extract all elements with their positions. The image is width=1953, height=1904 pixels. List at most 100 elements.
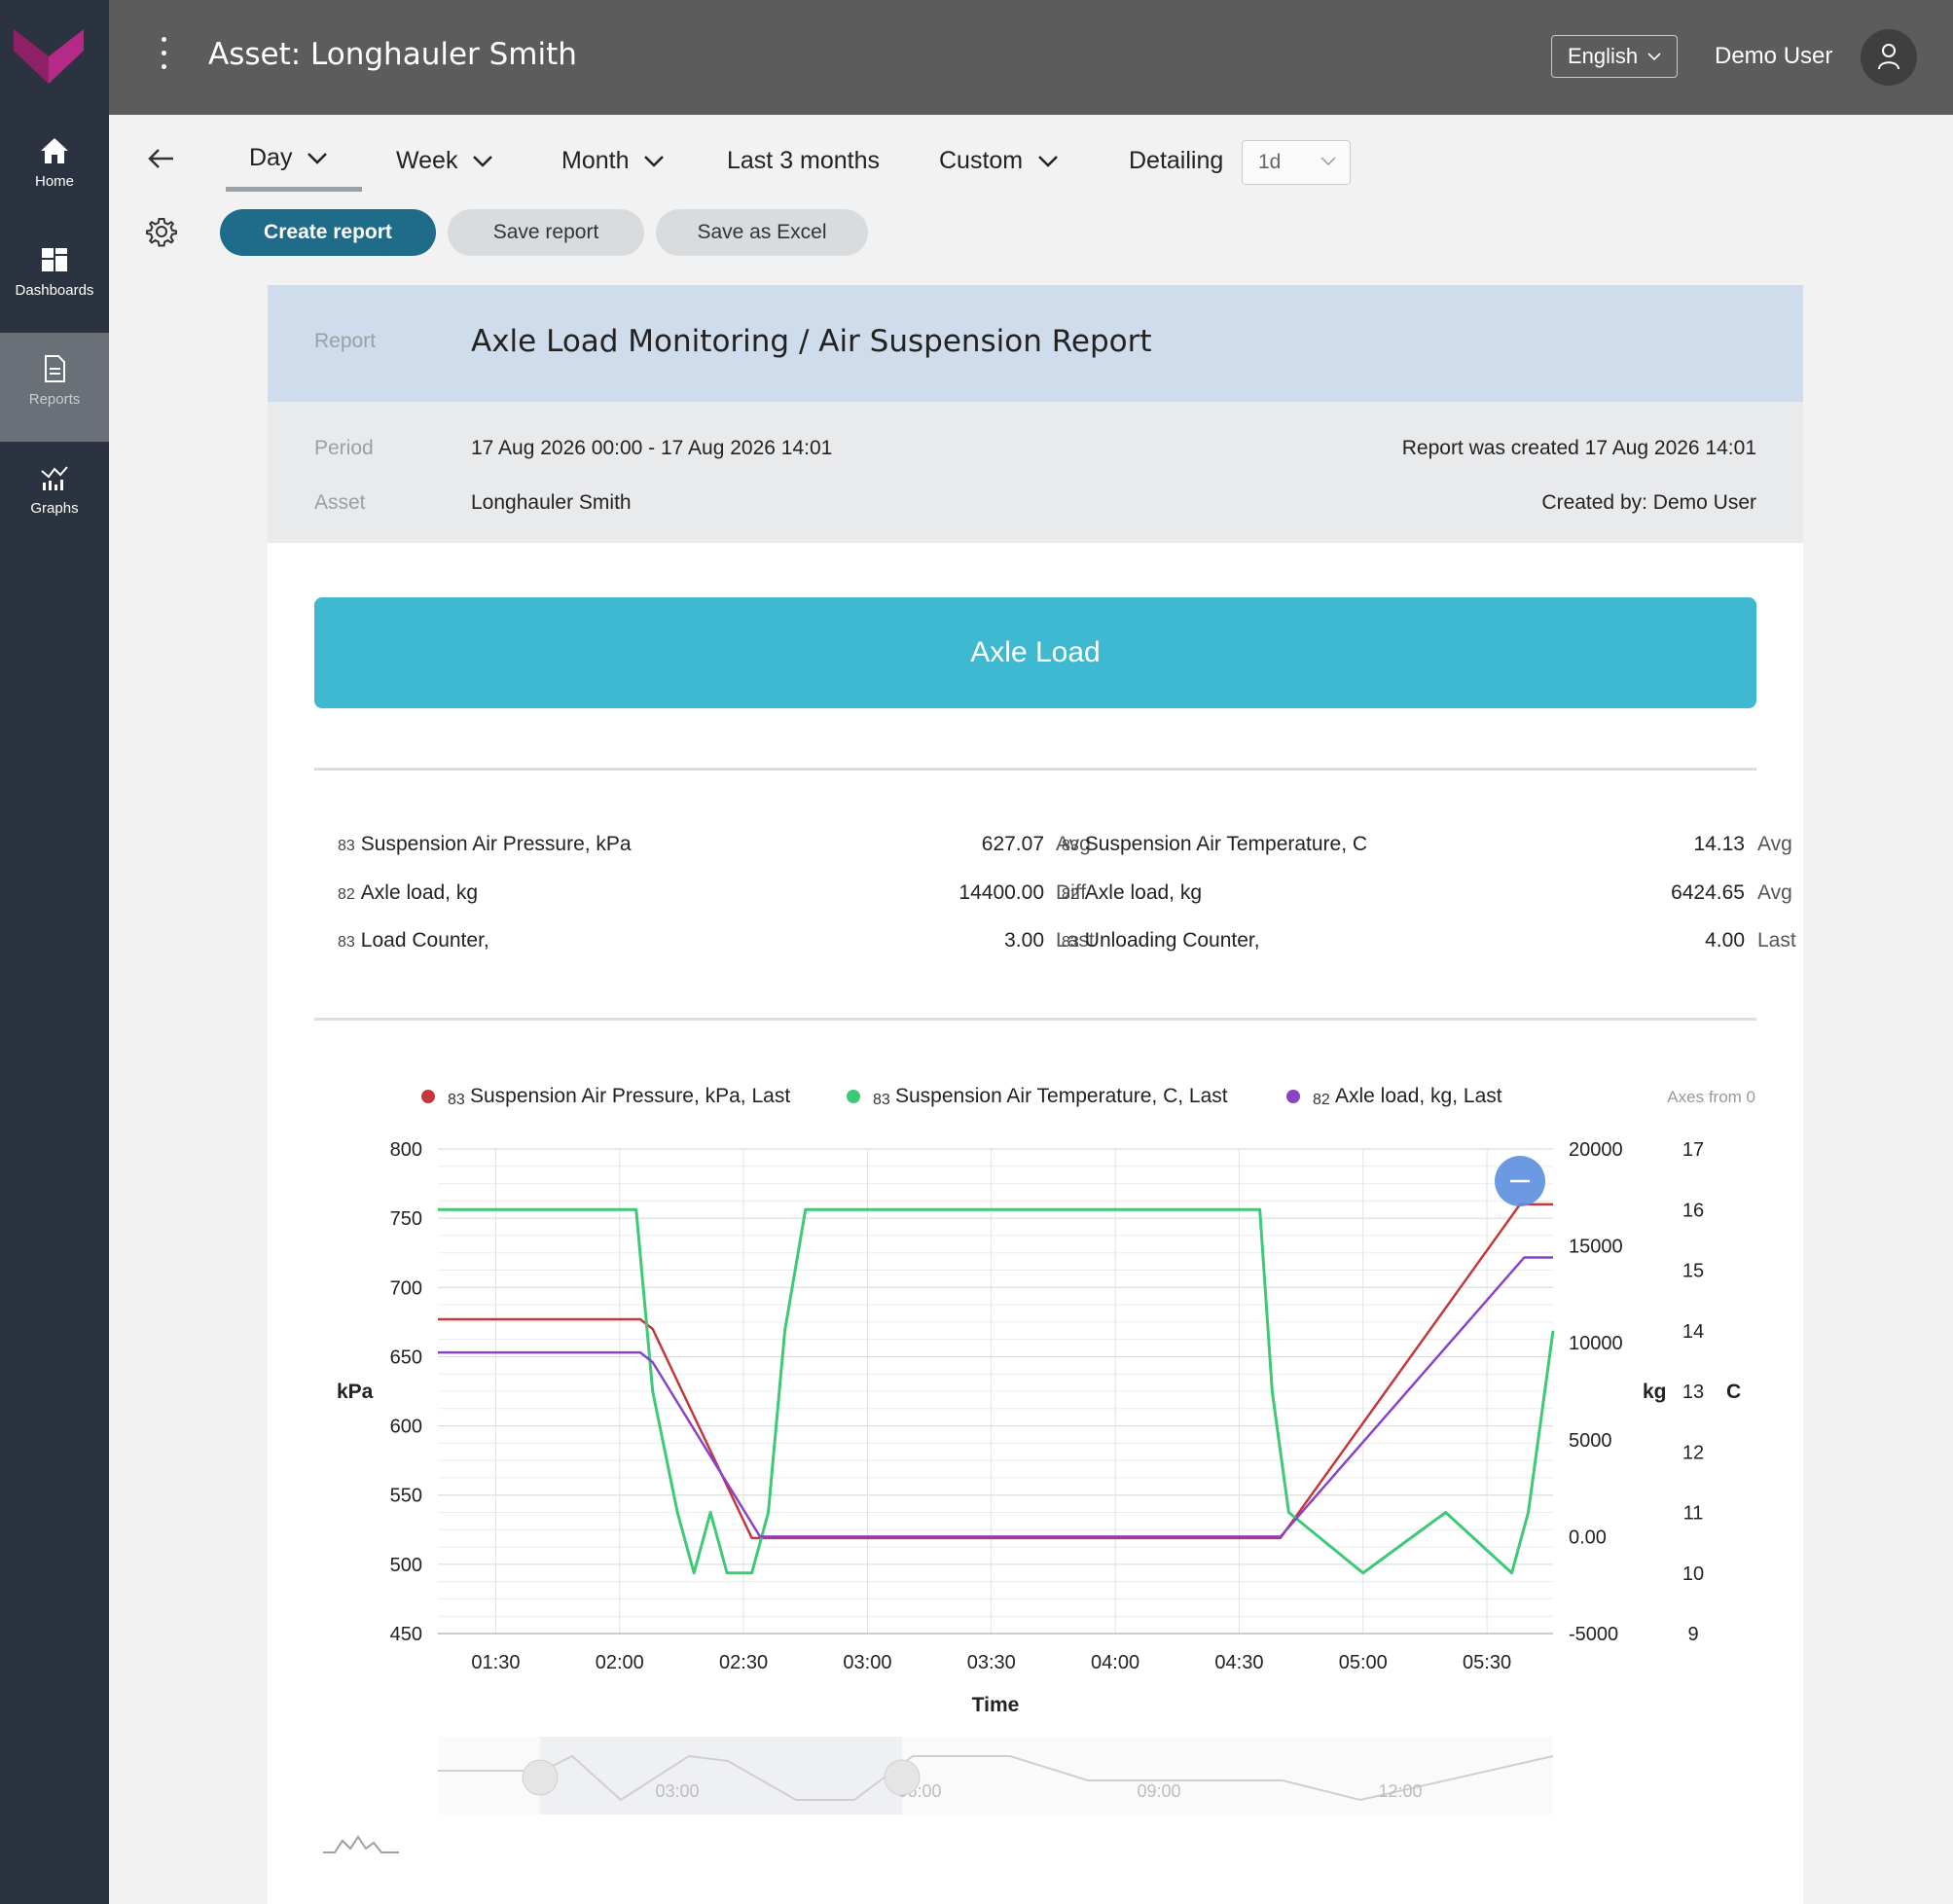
- tab-month[interactable]: Month: [561, 147, 665, 175]
- x-tick-label: 03:00: [843, 1652, 891, 1673]
- y-right-kg-tick-label: 15000: [1569, 1237, 1623, 1258]
- asset-value: Longhauler Smith: [471, 491, 632, 514]
- x-tick-label: 01:30: [471, 1652, 520, 1673]
- sidebar-item-graphs[interactable]: Graphs: [0, 442, 109, 551]
- save-as-excel-button[interactable]: Save as Excel: [656, 209, 868, 256]
- create-report-button[interactable]: Create report: [220, 209, 436, 256]
- y-right-c-tick-label: 9: [1687, 1624, 1698, 1645]
- y-right-c-tick-label: 14: [1682, 1321, 1704, 1343]
- navigator-right-handle: [884, 1759, 921, 1796]
- tab-custom[interactable]: Custom: [939, 147, 1059, 175]
- home-icon: [41, 138, 68, 163]
- legend-label: Suspension Air Pressure, kPa, Last: [470, 1085, 790, 1107]
- stat-value: 3.00: [1004, 929, 1044, 952]
- y-left-tick-label: 700: [390, 1277, 422, 1299]
- chevron-down-icon: [1320, 157, 1336, 166]
- divider: [314, 1018, 1756, 1021]
- x-tick-label: 05:00: [1339, 1652, 1388, 1673]
- stat-aggregate: Avg: [1757, 881, 1792, 904]
- report-card: Report Axle Load Monitoring / Air Suspen…: [268, 285, 1803, 1904]
- sidebar-item-home[interactable]: Home: [0, 115, 109, 224]
- user-icon: [1878, 44, 1899, 70]
- sidebar-item-label: Dashboards: [15, 282, 94, 299]
- report-header: Report Axle Load Monitoring / Air Suspen…: [268, 285, 1803, 402]
- x-tick-label: 04:00: [1091, 1652, 1139, 1673]
- legend-subscript: 82: [1313, 1092, 1330, 1108]
- chevron-down-icon: [1647, 53, 1661, 61]
- y-right-c-tick-label: 13: [1682, 1382, 1704, 1403]
- reports-icon: [45, 355, 65, 382]
- navigator-selection: [540, 1737, 902, 1814]
- chevron-down-icon: [644, 156, 665, 168]
- user-name[interactable]: Demo User: [1715, 43, 1833, 69]
- back-arrow-icon[interactable]: [146, 144, 175, 173]
- stat-value: 627.07: [981, 833, 1044, 855]
- divider: [314, 768, 1756, 771]
- x-tick-label: 02:30: [719, 1652, 768, 1673]
- legend-subscript: 83: [873, 1092, 890, 1108]
- stat-aggregate: Avg: [1757, 833, 1792, 855]
- stat-aggregate: Last: [1056, 929, 1095, 952]
- x-tick-label: 02:00: [596, 1652, 644, 1673]
- stat-aggregate: Diff: [1056, 881, 1087, 904]
- user-avatar[interactable]: [1861, 29, 1917, 86]
- y-left-tick-label: 450: [390, 1624, 422, 1645]
- axle-load-chart[interactable]: 83 Suspension Air Pressure, kPa, Last 83 Su…: [309, 1075, 1769, 1834]
- more-menu-icon[interactable]: [158, 37, 169, 78]
- brand-logo[interactable]: [0, 0, 109, 115]
- chevron-down-icon: [473, 156, 493, 168]
- dashboards-icon: [42, 248, 67, 271]
- sidebar-item-label: Graphs: [30, 500, 79, 517]
- tab-week[interactable]: Week: [396, 147, 493, 175]
- chevron-down-icon: [1038, 156, 1058, 168]
- stat-aggregate: Avg: [1056, 833, 1091, 855]
- sidebar: Home Dashboards Reports Graphs: [0, 0, 109, 1904]
- series-line: [438, 1207, 1555, 1575]
- stat-label: 83 Suspension Air Pressure, kPa: [338, 833, 632, 855]
- sidebar-item-reports[interactable]: Reports: [0, 333, 109, 442]
- axes-note: Axes from 0: [1667, 1088, 1755, 1106]
- sidebar-item-label: Home: [34, 173, 74, 190]
- navigator-left-handle: [522, 1759, 559, 1796]
- y-right-c-axis-label: C: [1726, 1381, 1741, 1403]
- tab-label: Last 3 months: [727, 147, 881, 174]
- save-report-button[interactable]: Save report: [448, 209, 644, 256]
- navigator-series: [438, 1754, 1554, 1802]
- series-line: [438, 1256, 1553, 1538]
- y-right-c-tick-label: 12: [1682, 1442, 1704, 1463]
- asset-label: Asset: [314, 491, 366, 514]
- x-axis-label: Time: [972, 1694, 1020, 1716]
- legend-marker: [1286, 1090, 1300, 1103]
- settings-gear-icon[interactable]: [146, 216, 177, 247]
- x-tick-label: 05:30: [1463, 1652, 1511, 1673]
- detailing-label: Detailing: [1129, 147, 1224, 174]
- tab-day-underline: [226, 187, 362, 192]
- stat-label: 82 Axle load, kg: [1062, 881, 1203, 904]
- tab-label: Week: [396, 147, 458, 174]
- tab-day[interactable]: Day: [249, 144, 328, 172]
- top-bar: Asset: Longhauler Smith English Demo Use…: [109, 0, 1953, 115]
- y-right-kg-tick-label: -5000: [1569, 1624, 1618, 1645]
- y-left-tick-label: 750: [390, 1208, 422, 1230]
- y-right-c-tick-label: 11: [1683, 1503, 1704, 1525]
- y-right-kg-tick-label: 10000: [1569, 1333, 1623, 1354]
- stat-label: 83 Unloading Counter,: [1062, 929, 1260, 952]
- language-value: English: [1568, 44, 1639, 68]
- series-line: [438, 1203, 1553, 1540]
- language-select[interactable]: English: [1551, 35, 1678, 78]
- y-left-tick-label: 600: [390, 1417, 422, 1438]
- report-created-by: Created by: Demo User: [1541, 491, 1756, 514]
- graphs-icon: [41, 466, 68, 490]
- chart-thumbnail-icon[interactable]: [321, 1829, 401, 1858]
- tab-last-3-months[interactable]: Last 3 months: [727, 147, 880, 175]
- sidebar-item-dashboards[interactable]: Dashboards: [0, 224, 109, 333]
- tab-label: Month: [561, 147, 630, 174]
- x-tick-label: 03:30: [967, 1652, 1016, 1673]
- y-left-tick-label: 800: [390, 1139, 422, 1161]
- y-right-c-tick-label: 17: [1682, 1139, 1704, 1161]
- detailing-select[interactable]: 1d: [1242, 140, 1351, 185]
- legend-label: Axle load, kg, Last: [1335, 1085, 1502, 1107]
- legend-marker: [847, 1090, 860, 1103]
- y-left-tick-label: 650: [390, 1347, 422, 1368]
- y-right-c-tick-label: 15: [1682, 1261, 1704, 1282]
